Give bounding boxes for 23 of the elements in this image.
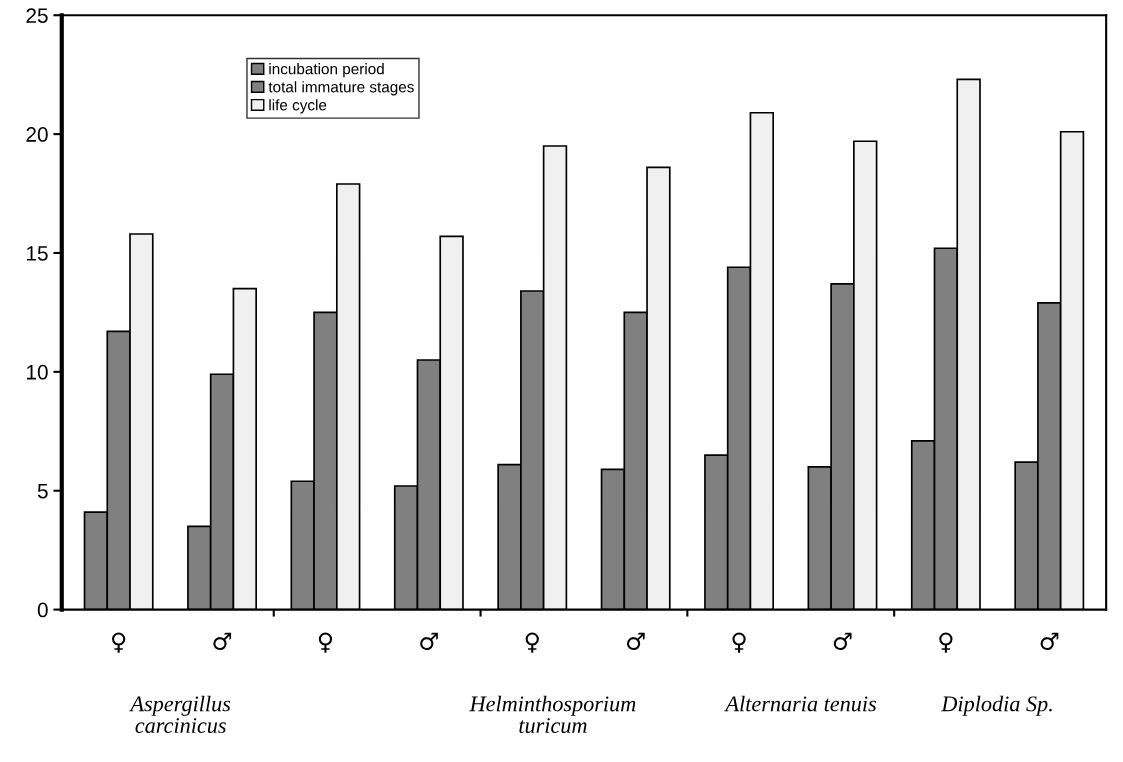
y-tick-label: 15	[26, 246, 48, 261]
legend-label: life cycle	[269, 99, 327, 114]
x-tick-label: ♀	[112, 632, 126, 653]
x-tick-label: ♀	[318, 632, 333, 653]
x-tick-label: ♂	[213, 632, 232, 651]
x-tick-label: ♀	[525, 632, 539, 653]
x-tick-label: ♂	[626, 632, 645, 651]
text: Diplodia Sp.	[941, 695, 1052, 716]
text: Aspergillus carcinicus	[129, 695, 231, 734]
x-tick-label: ♀	[732, 632, 746, 653]
x-tick-label: ♂	[833, 632, 852, 651]
y-tick-label: 25	[26, 8, 48, 23]
y-tick-label: 5	[37, 483, 48, 499]
x-tick-label: ♀	[939, 632, 953, 653]
text: Helminthosporium turicum	[469, 695, 636, 734]
legend-label: total immature stages	[268, 81, 414, 96]
x-tick-label: ♂	[420, 632, 438, 651]
text: Alternaria tenuis	[724, 695, 877, 712]
y-tick-label: 0	[37, 602, 48, 618]
y-tick-label: 10	[26, 364, 48, 380]
x-tick-label: ♂	[1040, 632, 1059, 651]
legend-label: incubation period	[269, 63, 384, 78]
y-tick-label: 20	[26, 127, 48, 142]
